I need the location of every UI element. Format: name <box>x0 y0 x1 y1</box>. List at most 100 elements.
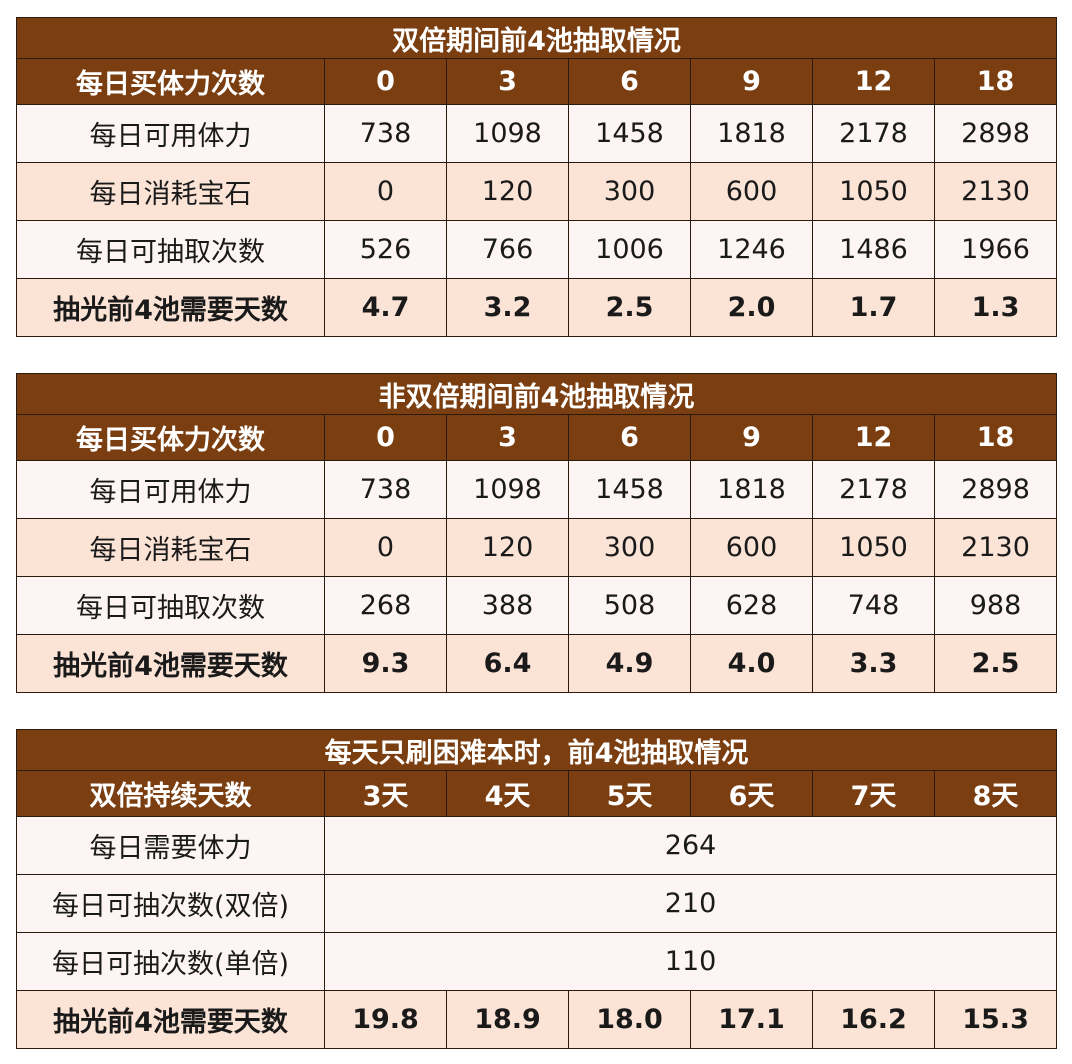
cell: 1818 <box>690 104 813 163</box>
cell: 738 <box>324 460 447 519</box>
cell: 1818 <box>690 460 813 519</box>
header-cell: 5天 <box>568 770 691 817</box>
cell: 18.0 <box>568 990 691 1049</box>
cell: 18.9 <box>446 990 569 1049</box>
header-cell: 3 <box>446 58 569 105</box>
cell: 988 <box>933 576 1058 635</box>
header-cell: 每日买体力次数 <box>16 414 325 461</box>
header-cell: 18 <box>933 414 1058 461</box>
row-label: 每日可抽次数(双倍) <box>16 874 325 933</box>
cell: 1458 <box>568 104 691 163</box>
cell: 2130 <box>933 518 1058 577</box>
cell: 628 <box>690 576 813 635</box>
table-title: 双倍期间前4池抽取情况 <box>15 17 1058 59</box>
cell: 526 <box>324 220 447 279</box>
cell: 3.3 <box>812 634 935 693</box>
merged-cell: 110 <box>323 932 1058 991</box>
header-cell: 12 <box>812 414 935 461</box>
cell: 268 <box>324 576 447 635</box>
table-row: 每日可用体力 738 1098 1458 1818 2178 2898 <box>16 460 1058 519</box>
cell: 1458 <box>568 460 691 519</box>
row-label: 每日可用体力 <box>16 460 325 519</box>
cell: 2.5 <box>933 634 1058 693</box>
row-label: 每日可抽取次数 <box>16 576 325 635</box>
cell: 6.4 <box>446 634 569 693</box>
header-cell: 0 <box>324 414 447 461</box>
header-cell: 3 <box>446 414 569 461</box>
cell: 1050 <box>812 162 935 221</box>
header-cell: 9 <box>690 58 813 105</box>
header-cell: 0 <box>324 58 447 105</box>
cell: 766 <box>446 220 569 279</box>
table-double-period: 双倍期间前4池抽取情况 每日买体力次数 0 3 6 9 12 18 每日可用体力… <box>15 17 1058 337</box>
table-row: 每日消耗宝石 0 120 300 600 1050 2130 <box>16 162 1058 221</box>
cell: 19.8 <box>324 990 447 1049</box>
cell: 300 <box>568 518 691 577</box>
table-row: 抽光前4池需要天数 9.3 6.4 4.9 4.0 3.3 2.5 <box>16 634 1058 693</box>
cell: 4.7 <box>324 278 447 337</box>
row-label: 每日可抽取次数 <box>16 220 325 279</box>
cell: 1098 <box>446 460 569 519</box>
cell: 15.3 <box>933 990 1058 1049</box>
row-label: 每日可抽次数(单倍) <box>16 932 325 991</box>
cell: 1098 <box>446 104 569 163</box>
cell: 1966 <box>933 220 1058 279</box>
table-row: 每日可抽次数(双倍) 210 <box>16 874 1058 933</box>
header-cell: 9 <box>690 414 813 461</box>
row-label: 每日需要体力 <box>16 816 325 875</box>
cell: 4.9 <box>568 634 691 693</box>
cell: 1006 <box>568 220 691 279</box>
table-row: 抽光前4池需要天数 4.7 3.2 2.5 2.0 1.7 1.3 <box>16 278 1058 337</box>
cell: 0 <box>324 518 447 577</box>
cell: 2.0 <box>690 278 813 337</box>
cell: 748 <box>812 576 935 635</box>
header-cell: 4天 <box>446 770 569 817</box>
row-label: 抽光前4池需要天数 <box>16 278 325 337</box>
header-cell: 6 <box>568 414 691 461</box>
cell: 600 <box>690 162 813 221</box>
table-row: 每日可抽次数(单倍) 110 <box>16 932 1058 991</box>
table-row: 每日可抽取次数 268 388 508 628 748 988 <box>16 576 1058 635</box>
cell: 2130 <box>933 162 1058 221</box>
row-label: 每日消耗宝石 <box>16 162 325 221</box>
header-cell: 3天 <box>324 770 447 817</box>
row-label: 抽光前4池需要天数 <box>16 634 325 693</box>
cell: 738 <box>324 104 447 163</box>
header-cell: 6天 <box>690 770 813 817</box>
table-row: 每日可用体力 738 1098 1458 1818 2178 2898 <box>16 104 1058 163</box>
table-title: 非双倍期间前4池抽取情况 <box>15 373 1058 415</box>
table-title: 每天只刷困难本时，前4池抽取情况 <box>15 729 1058 771</box>
cell: 2178 <box>812 460 935 519</box>
cell: 600 <box>690 518 813 577</box>
row-label: 抽光前4池需要天数 <box>16 990 325 1049</box>
cell: 0 <box>324 162 447 221</box>
header-cell: 8天 <box>933 770 1058 817</box>
cell: 2898 <box>933 104 1058 163</box>
cell: 508 <box>568 576 691 635</box>
merged-cell: 264 <box>323 816 1058 875</box>
cell: 1486 <box>812 220 935 279</box>
cell: 4.0 <box>690 634 813 693</box>
header-cell: 7天 <box>812 770 935 817</box>
cell: 2178 <box>812 104 935 163</box>
header-cell: 双倍持续天数 <box>16 770 325 817</box>
row-label: 每日消耗宝石 <box>16 518 325 577</box>
cell: 1.3 <box>933 278 1058 337</box>
table-row: 每日需要体力 264 <box>16 816 1058 875</box>
cell: 300 <box>568 162 691 221</box>
table-non-double-period: 非双倍期间前4池抽取情况 每日买体力次数 0 3 6 9 12 18 每日可用体… <box>15 373 1058 693</box>
header-cell: 18 <box>933 58 1058 105</box>
table-hard-mode-only: 每天只刷困难本时，前4池抽取情况 双倍持续天数 3天 4天 5天 6天 7天 8… <box>15 729 1058 1049</box>
cell: 388 <box>446 576 569 635</box>
cell: 1.7 <box>812 278 935 337</box>
merged-cell: 210 <box>323 874 1058 933</box>
table-row: 抽光前4池需要天数 19.8 18.9 18.0 17.1 16.2 15.3 <box>16 990 1058 1049</box>
cell: 9.3 <box>324 634 447 693</box>
table-row: 每日可抽取次数 526 766 1006 1246 1486 1966 <box>16 220 1058 279</box>
cell: 120 <box>446 518 569 577</box>
cell: 16.2 <box>812 990 935 1049</box>
cell: 1050 <box>812 518 935 577</box>
table-row: 每日消耗宝石 0 120 300 600 1050 2130 <box>16 518 1058 577</box>
cell: 1246 <box>690 220 813 279</box>
row-label: 每日可用体力 <box>16 104 325 163</box>
